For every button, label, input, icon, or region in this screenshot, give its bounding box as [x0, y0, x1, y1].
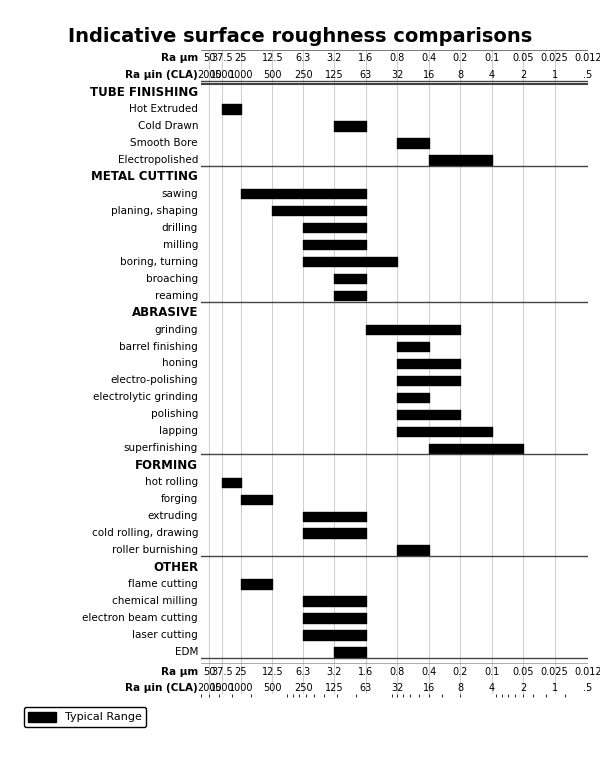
Text: 0.4: 0.4: [421, 53, 436, 63]
Text: Ra μm: Ra μm: [161, 53, 198, 63]
Text: 500: 500: [263, 683, 281, 693]
Text: 0.012: 0.012: [574, 668, 600, 678]
Text: 125: 125: [325, 70, 343, 80]
Text: electrolytic grinding: electrolytic grinding: [93, 392, 198, 402]
Text: 0.2: 0.2: [452, 668, 468, 678]
Text: superfinishing: superfinishing: [124, 443, 198, 453]
Text: 37.5: 37.5: [212, 668, 233, 678]
Text: 1500: 1500: [210, 683, 235, 693]
Text: 0.8: 0.8: [389, 668, 405, 678]
Text: 0.025: 0.025: [541, 53, 569, 63]
Text: sawing: sawing: [161, 188, 198, 199]
Text: 16: 16: [422, 70, 435, 80]
Text: 8: 8: [457, 683, 463, 693]
Text: Electropolished: Electropolished: [118, 155, 198, 165]
Text: roller burnishing: roller burnishing: [112, 545, 198, 555]
Text: 63: 63: [359, 70, 372, 80]
Text: EDM: EDM: [175, 647, 198, 657]
Text: 12.5: 12.5: [262, 668, 283, 678]
Text: 0.4: 0.4: [421, 668, 436, 678]
Text: FORMING: FORMING: [135, 459, 198, 472]
Text: 50: 50: [203, 668, 215, 678]
Text: 1.6: 1.6: [358, 668, 373, 678]
Text: 6.3: 6.3: [296, 668, 311, 678]
Text: 25: 25: [235, 668, 247, 678]
Text: 1500: 1500: [210, 70, 235, 80]
Text: 1.6: 1.6: [358, 53, 373, 63]
Text: 12.5: 12.5: [262, 53, 283, 63]
Text: 500: 500: [263, 70, 281, 80]
Text: TUBE FINISHING: TUBE FINISHING: [90, 85, 198, 98]
Text: milling: milling: [163, 240, 198, 250]
Text: 4: 4: [488, 70, 495, 80]
Text: lapping: lapping: [159, 427, 198, 436]
Text: 50: 50: [203, 53, 215, 63]
Text: laser cutting: laser cutting: [132, 630, 198, 640]
Text: 0.05: 0.05: [512, 53, 534, 63]
Text: 1000: 1000: [229, 70, 253, 80]
Text: 1: 1: [551, 70, 558, 80]
Text: 32: 32: [391, 683, 403, 693]
Text: barrel finishing: barrel finishing: [119, 342, 198, 352]
Text: 2000: 2000: [197, 683, 221, 693]
Text: drilling: drilling: [162, 223, 198, 233]
Text: polishing: polishing: [151, 410, 198, 420]
Text: extruding: extruding: [148, 511, 198, 521]
Text: 2: 2: [520, 683, 526, 693]
Text: Hot Extruded: Hot Extruded: [129, 104, 198, 114]
Text: planing, shaping: planing, shaping: [111, 206, 198, 216]
Text: 25: 25: [235, 53, 247, 63]
Text: 0.025: 0.025: [541, 668, 569, 678]
Text: 16: 16: [422, 683, 435, 693]
Text: honing: honing: [162, 359, 198, 369]
Text: electron beam cutting: electron beam cutting: [82, 613, 198, 623]
Text: 8: 8: [457, 70, 463, 80]
Text: broaching: broaching: [146, 274, 198, 284]
Text: 2: 2: [520, 70, 526, 80]
Text: OTHER: OTHER: [153, 561, 198, 574]
Text: Smooth Bore: Smooth Bore: [131, 138, 198, 148]
Text: reaming: reaming: [155, 291, 198, 301]
Text: 0.2: 0.2: [452, 53, 468, 63]
Text: 32: 32: [391, 70, 403, 80]
Text: 1: 1: [551, 683, 558, 693]
Text: 0.8: 0.8: [389, 53, 405, 63]
Text: 4: 4: [488, 683, 495, 693]
Text: hot rolling: hot rolling: [145, 477, 198, 488]
Text: 250: 250: [294, 683, 313, 693]
Text: ABRASIVE: ABRASIVE: [131, 306, 198, 319]
Text: Ra μin (CLA): Ra μin (CLA): [125, 683, 198, 693]
Text: Ra μm: Ra μm: [161, 668, 198, 678]
Legend: Typical Range: Typical Range: [23, 707, 146, 727]
Text: cold rolling, drawing: cold rolling, drawing: [91, 528, 198, 538]
Text: .5: .5: [583, 683, 593, 693]
Text: 37.5: 37.5: [212, 53, 233, 63]
Text: electro-polishing: electro-polishing: [110, 375, 198, 385]
Text: METAL CUTTING: METAL CUTTING: [91, 170, 198, 183]
Text: boring, turning: boring, turning: [120, 256, 198, 267]
Text: Indicative surface roughness comparisons: Indicative surface roughness comparisons: [68, 27, 532, 46]
Text: 3.2: 3.2: [326, 53, 342, 63]
Text: 0.1: 0.1: [484, 53, 499, 63]
Text: Cold Drawn: Cold Drawn: [137, 121, 198, 131]
Text: 0.012: 0.012: [574, 53, 600, 63]
Text: 63: 63: [359, 683, 372, 693]
Text: grinding: grinding: [155, 324, 198, 334]
Text: forging: forging: [161, 494, 198, 504]
Text: 6.3: 6.3: [296, 53, 311, 63]
Text: 0.1: 0.1: [484, 668, 499, 678]
Text: Ra μin (CLA): Ra μin (CLA): [125, 70, 198, 80]
Text: 0.05: 0.05: [512, 668, 534, 678]
Text: 2000: 2000: [197, 70, 221, 80]
Text: 3.2: 3.2: [326, 668, 342, 678]
Text: 1000: 1000: [229, 683, 253, 693]
Text: 125: 125: [325, 683, 343, 693]
Text: 250: 250: [294, 70, 313, 80]
Text: .5: .5: [583, 70, 593, 80]
Text: chemical milling: chemical milling: [112, 596, 198, 606]
Text: flame cutting: flame cutting: [128, 579, 198, 589]
